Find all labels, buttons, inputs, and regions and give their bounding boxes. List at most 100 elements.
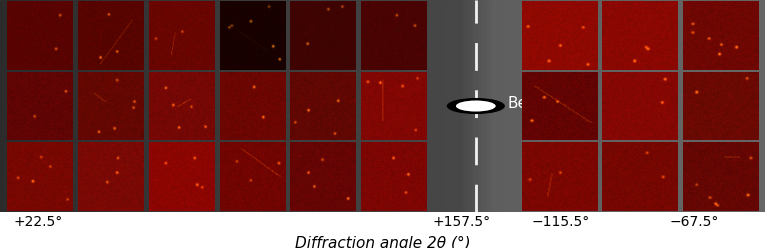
Bar: [709, 0, 712, 212]
Bar: [362, 0, 366, 212]
Bar: [329, 0, 332, 212]
Bar: [591, 0, 595, 212]
Bar: [168, 0, 171, 212]
Bar: [426, 0, 429, 212]
Bar: [334, 0, 337, 212]
Text: +22.5°: +22.5°: [14, 215, 63, 229]
Bar: [212, 0, 215, 212]
Text: Beam: Beam: [508, 96, 552, 111]
Bar: [63, 0, 67, 212]
Bar: [589, 0, 592, 212]
Bar: [84, 0, 87, 212]
Bar: [255, 0, 259, 212]
Bar: [23, 0, 26, 212]
Bar: [587, 0, 590, 212]
Bar: [671, 0, 674, 212]
Bar: [308, 0, 312, 212]
Bar: [446, 0, 450, 212]
Bar: [69, 0, 72, 212]
Bar: [224, 0, 228, 212]
Bar: [538, 0, 542, 212]
Bar: [413, 0, 416, 212]
Bar: [472, 0, 475, 212]
Bar: [421, 0, 424, 212]
Bar: [551, 0, 554, 212]
Bar: [176, 0, 179, 212]
Bar: [2, 0, 6, 212]
Bar: [648, 0, 651, 212]
Bar: [392, 0, 396, 212]
Bar: [278, 0, 282, 212]
Bar: [132, 0, 136, 212]
Bar: [622, 0, 626, 212]
Bar: [28, 0, 31, 212]
Bar: [620, 0, 623, 212]
Bar: [500, 0, 503, 212]
Bar: [643, 0, 646, 212]
Bar: [245, 0, 248, 212]
Bar: [298, 0, 301, 212]
Bar: [270, 0, 274, 212]
Bar: [354, 0, 358, 212]
Bar: [90, 0, 93, 212]
Bar: [273, 0, 276, 212]
Bar: [490, 0, 493, 212]
Bar: [714, 0, 718, 212]
Bar: [324, 0, 327, 212]
Bar: [434, 0, 437, 212]
Bar: [571, 0, 575, 212]
Bar: [21, 0, 24, 212]
Bar: [281, 0, 284, 212]
Bar: [418, 0, 422, 212]
Bar: [197, 0, 200, 212]
Bar: [61, 0, 64, 212]
Bar: [541, 0, 544, 212]
Bar: [331, 0, 335, 212]
Bar: [444, 0, 447, 212]
Text: +157.5°: +157.5°: [432, 215, 490, 229]
Bar: [209, 0, 213, 212]
Bar: [495, 0, 498, 212]
Bar: [431, 0, 435, 212]
Bar: [243, 0, 246, 212]
Bar: [138, 0, 141, 212]
Bar: [204, 0, 207, 212]
Bar: [122, 0, 125, 212]
Bar: [545, 0, 549, 212]
Bar: [740, 0, 743, 212]
Bar: [666, 0, 669, 212]
Bar: [377, 0, 381, 212]
Bar: [304, 0, 307, 212]
Bar: [461, 0, 465, 212]
Bar: [352, 0, 355, 212]
Bar: [220, 0, 223, 212]
Bar: [339, 0, 343, 212]
Text: −115.5°: −115.5°: [532, 215, 590, 229]
Bar: [262, 0, 266, 212]
Bar: [382, 0, 386, 212]
Bar: [92, 0, 95, 212]
Bar: [155, 0, 159, 212]
Bar: [415, 0, 419, 212]
Bar: [120, 0, 123, 212]
Bar: [734, 0, 737, 212]
Bar: [117, 0, 121, 212]
Bar: [747, 0, 750, 212]
Bar: [38, 0, 41, 212]
Bar: [757, 0, 760, 212]
Bar: [360, 0, 363, 212]
Bar: [653, 0, 656, 212]
Bar: [530, 0, 534, 212]
Bar: [719, 0, 722, 212]
Bar: [184, 0, 187, 212]
Bar: [171, 0, 174, 212]
Bar: [15, 0, 18, 212]
Bar: [742, 0, 745, 212]
Bar: [457, 0, 460, 212]
Bar: [82, 0, 85, 212]
Bar: [597, 0, 600, 212]
Bar: [556, 0, 559, 212]
Bar: [694, 0, 697, 212]
Bar: [668, 0, 672, 212]
Text: Diffraction angle 2θ (°): Diffraction angle 2θ (°): [295, 236, 470, 248]
